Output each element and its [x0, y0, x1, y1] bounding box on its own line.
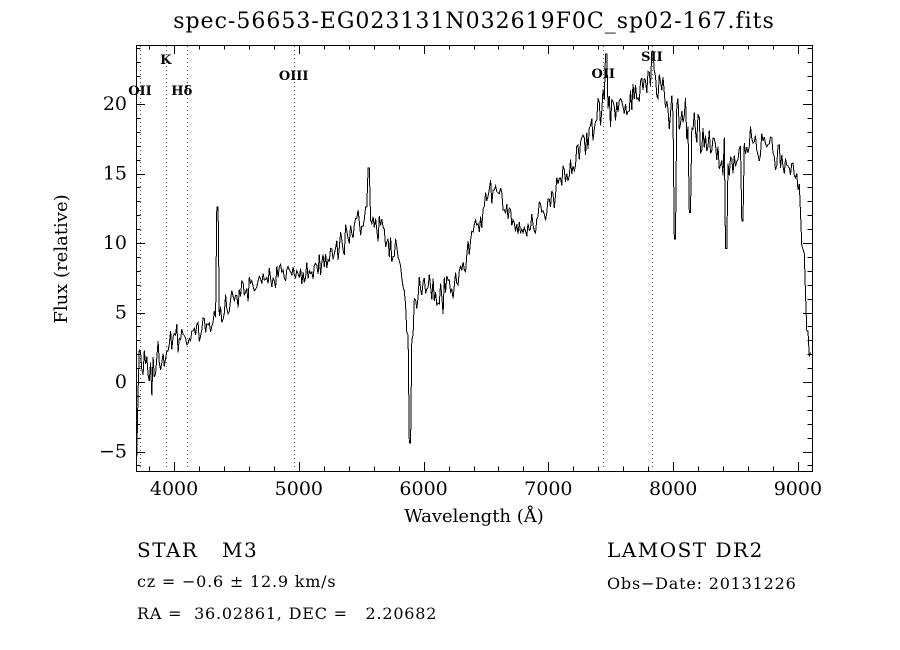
- spectral-line-label: OII: [128, 84, 152, 99]
- spectral-line-label: K: [160, 53, 172, 68]
- x-tick-label: 5000: [275, 478, 323, 500]
- radec-text: RA = 36.02861, DEC = 2.20682: [137, 604, 438, 623]
- x-tick-label: 6000: [399, 478, 447, 500]
- x-tick-label: 7000: [524, 478, 572, 500]
- y-tick-label: −5: [99, 441, 127, 463]
- x-tick-label: 8000: [649, 478, 697, 500]
- y-tick-label: 10: [103, 232, 127, 254]
- plot-title: spec-56653-EG023131N032619F0C_sp02-167.f…: [173, 9, 775, 34]
- obs-date-text: Obs−Date: 20131226: [607, 574, 797, 593]
- object-class-text: STAR M3: [137, 538, 259, 562]
- x-tick-label: 4000: [150, 478, 198, 500]
- y-tick-label: 5: [115, 302, 127, 324]
- y-tick-label: 15: [103, 163, 127, 185]
- plot-frame: [136, 45, 813, 472]
- spectral-line-label: OII: [592, 67, 616, 82]
- y-axis-label: Flux (relative): [51, 194, 72, 324]
- y-tick-label: 20: [103, 93, 127, 115]
- x-tick-label: 9000: [774, 478, 822, 500]
- spectral-line-label: Hδ: [171, 84, 192, 99]
- x-axis-label: Wavelength (Å): [404, 506, 544, 527]
- cz-text: cz = −0.6 ± 12.9 km/s: [137, 572, 337, 591]
- spectrum-trace: [136, 50, 811, 456]
- y-tick-label: 0: [115, 371, 127, 393]
- survey-text: LAMOST DR2: [607, 538, 764, 562]
- spectral-line-label: OIII: [279, 69, 309, 84]
